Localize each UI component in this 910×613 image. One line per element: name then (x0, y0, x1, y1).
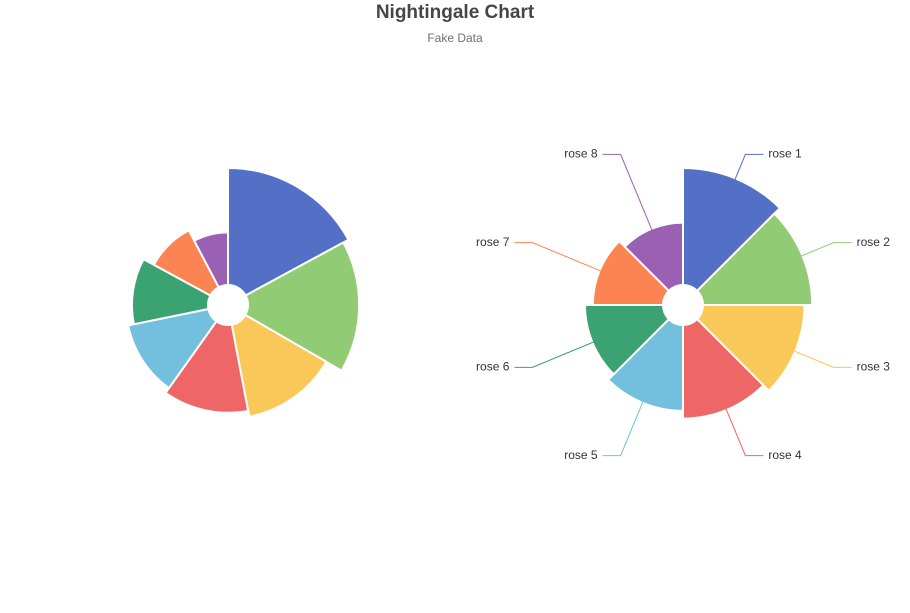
slice-label-rose-7: rose 7 (476, 235, 510, 249)
label-line-rose-2 (784, 242, 852, 264)
rose-slice-rose-7[interactable] (152, 229, 220, 297)
rose-slice-rose-8[interactable] (193, 231, 229, 289)
slice-label-rose-6: rose 6 (476, 360, 510, 374)
slice-label-rose-5: rose 5 (564, 448, 598, 462)
label-line-rose-1 (727, 153, 764, 198)
slice-label-rose-2: rose 2 (857, 235, 891, 249)
rose-slice-rose-5[interactable] (607, 318, 684, 412)
label-line-rose-4 (719, 394, 764, 457)
rose-chart-area: rose 1 rose 2 rose 3 rose 4 rose 5 rose 6 rose… (476, 147, 890, 462)
slice-label-rose-3: rose 3 (857, 360, 891, 374)
slice-label-rose-1: rose 1 (768, 147, 802, 161)
chart-title: Nightingale Chart (375, 2, 535, 23)
rose-slice-rose-8[interactable] (623, 221, 684, 292)
label-line-rose-3 (778, 344, 852, 368)
rose-slice-rose-1[interactable] (682, 167, 781, 292)
rose-slice-rose-5[interactable] (127, 308, 218, 390)
rose-slice-rose-4[interactable] (164, 320, 250, 414)
rose-slice-rose-2[interactable] (244, 241, 361, 372)
rose-slice-rose-2[interactable] (696, 212, 814, 306)
rose-slice-rose-3[interactable] (696, 304, 806, 392)
rose-slice-rose-1[interactable] (227, 167, 350, 297)
label-line-rose-7 (514, 242, 613, 277)
label-line-rose-5 (602, 387, 650, 457)
label-line-rose-6 (514, 336, 607, 368)
rose-slice-rose-6[interactable] (584, 304, 670, 376)
rose-chart-radius (127, 167, 361, 418)
slice-label-rose-4: rose 4 (768, 448, 802, 462)
label-line-rose-8 (602, 153, 657, 241)
slice-label-rose-8: rose 8 (564, 147, 598, 161)
rose-slice-rose-3[interactable] (230, 314, 328, 418)
rose-slice-rose-4[interactable] (682, 318, 765, 420)
rose-slice-rose-6[interactable] (130, 258, 212, 326)
chart-subtitle: Fake Data (427, 31, 483, 45)
rose-slice-rose-7[interactable] (591, 240, 670, 306)
